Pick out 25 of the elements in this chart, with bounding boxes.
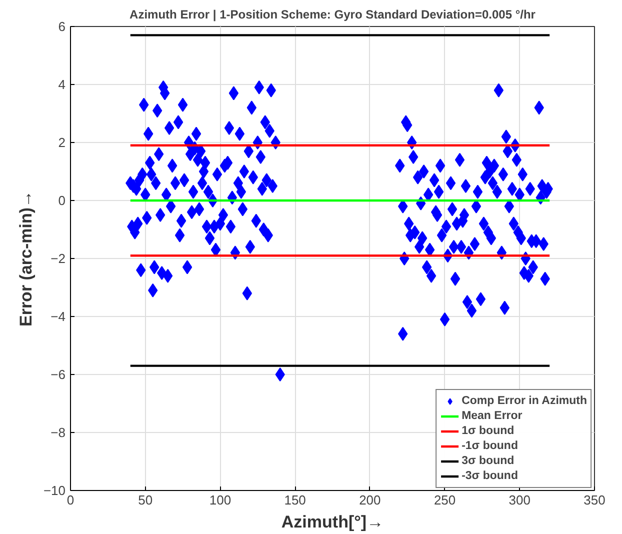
x-axis-title: Azimuth[°]→: [281, 512, 384, 532]
y-tick-label: −6: [50, 367, 66, 382]
x-tick-label: 250: [434, 492, 456, 508]
y-tick-label: 6: [58, 19, 66, 34]
y-tick-label: −10: [43, 483, 66, 498]
y-tick-label: −8: [50, 425, 66, 440]
x-tick-label: 300: [508, 492, 530, 508]
legend-label: -1σ bound: [462, 439, 518, 453]
y-tick-label: −4: [50, 309, 66, 324]
y-tick-label: 0: [58, 193, 66, 208]
legend-label: Mean Error: [462, 409, 522, 423]
legend-label: -3σ bound: [462, 469, 518, 483]
x-tick-label: 100: [209, 492, 232, 508]
x-tick-label: 350: [584, 492, 606, 508]
y-tick-label: −2: [50, 251, 66, 266]
legend-label: 1σ bound: [462, 424, 514, 438]
y-tick-label: 2: [58, 135, 66, 150]
legend-label: 3σ bound: [462, 454, 514, 468]
x-tick-label: 200: [359, 492, 381, 508]
y-tick-label: 4: [58, 77, 66, 92]
chart-title: Azimuth Error | 1-Position Scheme: Gyro Standard Deviation=0.005 °/hr: [130, 8, 536, 22]
legend-label: Comp Error in Azimuth: [462, 394, 587, 408]
x-tick-label: 50: [138, 492, 153, 508]
y-axis-title: Error (arc-min)→: [16, 190, 36, 327]
x-tick-label: 150: [284, 492, 306, 508]
